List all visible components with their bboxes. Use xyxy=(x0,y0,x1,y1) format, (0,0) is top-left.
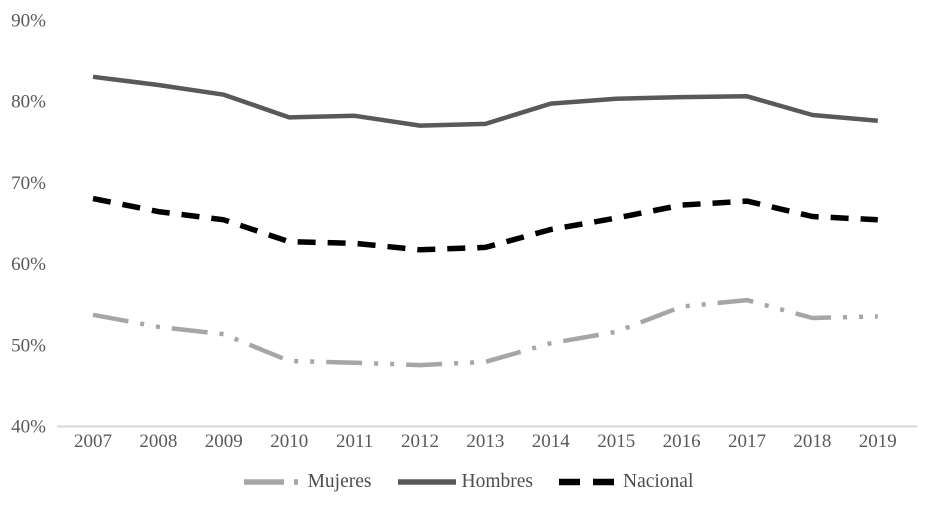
x-tick-label: 2010 xyxy=(270,431,308,452)
legend-item-hombres: Hombres xyxy=(396,471,534,492)
x-tick-label: 2015 xyxy=(597,431,635,452)
legend: Mujeres Hombres Nacional xyxy=(0,472,935,492)
y-tick-label: 60% xyxy=(11,254,46,275)
x-tick-label: 2012 xyxy=(401,431,439,452)
series-line-mujeres xyxy=(92,297,878,368)
series-line-nacional xyxy=(92,195,878,253)
legend-line-sample-hombres xyxy=(397,479,456,485)
legend-item-nacional: Nacional xyxy=(557,472,693,492)
x-tick-label: 2017 xyxy=(728,431,766,452)
y-tick-label: 70% xyxy=(11,173,46,194)
x-tick-label: 2008 xyxy=(139,431,177,452)
x-tick-label: 2007 xyxy=(74,431,112,452)
x-tick-label: 2013 xyxy=(466,431,504,452)
legend-line-sample-nacional xyxy=(559,478,617,485)
x-tick-label: 2018 xyxy=(793,431,831,452)
legend-item-mujeres: Mujeres xyxy=(242,472,372,492)
plot-area: 90% 80% 70% 60% 50% 40% 2007 2008 2009 2010 2011 20… xyxy=(11,11,917,452)
y-tick-label: 90% xyxy=(11,11,46,32)
legend-line-sample-mujeres xyxy=(243,479,302,485)
x-tick-label: 2014 xyxy=(532,431,571,452)
x-tick-label: 2009 xyxy=(205,431,243,452)
legend-label-mujeres: Mujeres xyxy=(307,471,372,492)
series-line-hombres xyxy=(92,74,878,128)
x-tick-label: 2016 xyxy=(663,431,701,452)
y-tick-label: 80% xyxy=(11,92,46,113)
legend-label-nacional: Nacional xyxy=(623,471,694,492)
x-tick-label: 2019 xyxy=(859,431,897,452)
x-tick-label: 2011 xyxy=(336,431,373,452)
legend-label-hombres: Hombres xyxy=(461,471,534,492)
y-tick-label: 40% xyxy=(11,417,46,438)
y-tick-label: 50% xyxy=(11,335,46,356)
